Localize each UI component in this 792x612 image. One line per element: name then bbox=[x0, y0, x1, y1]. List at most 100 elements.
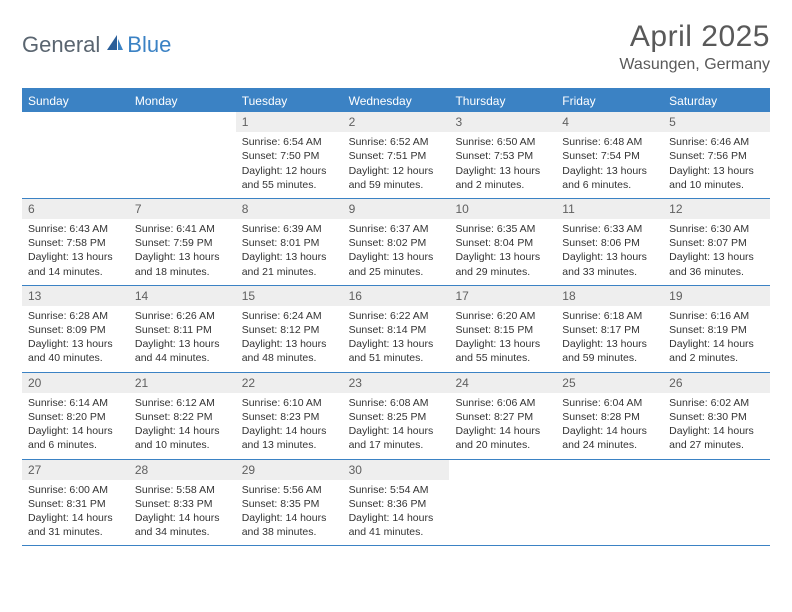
day-number: 9 bbox=[343, 199, 450, 219]
calendar-week-row: 20Sunrise: 6:14 AMSunset: 8:20 PMDayligh… bbox=[22, 373, 770, 460]
sunset-text: Sunset: 8:23 PM bbox=[242, 410, 337, 424]
calendar-day-cell: 22Sunrise: 6:10 AMSunset: 8:23 PMDayligh… bbox=[236, 373, 343, 459]
sunset-text: Sunset: 8:30 PM bbox=[669, 410, 764, 424]
day-body: Sunrise: 6:26 AMSunset: 8:11 PMDaylight:… bbox=[129, 306, 236, 372]
daylight-text: Daylight: 14 hours and 17 minutes. bbox=[349, 424, 444, 452]
calendar-day-cell: 28Sunrise: 5:58 AMSunset: 8:33 PMDayligh… bbox=[129, 460, 236, 546]
day-number: 18 bbox=[556, 286, 663, 306]
day-number: 26 bbox=[663, 373, 770, 393]
daylight-text: Daylight: 13 hours and 10 minutes. bbox=[669, 164, 764, 192]
day-body: Sunrise: 6:02 AMSunset: 8:30 PMDaylight:… bbox=[663, 393, 770, 459]
weekday-header: Sunday bbox=[22, 90, 129, 112]
sunset-text: Sunset: 7:50 PM bbox=[242, 149, 337, 163]
sunrise-text: Sunrise: 6:35 AM bbox=[455, 222, 550, 236]
day-number: 27 bbox=[22, 460, 129, 480]
day-number: 22 bbox=[236, 373, 343, 393]
calendar-day-cell: 23Sunrise: 6:08 AMSunset: 8:25 PMDayligh… bbox=[343, 373, 450, 459]
sunrise-text: Sunrise: 6:52 AM bbox=[349, 135, 444, 149]
weekday-header: Thursday bbox=[449, 90, 556, 112]
sunrise-text: Sunrise: 6:50 AM bbox=[455, 135, 550, 149]
calendar-day-cell: 13Sunrise: 6:28 AMSunset: 8:09 PMDayligh… bbox=[22, 286, 129, 372]
sunset-text: Sunset: 7:51 PM bbox=[349, 149, 444, 163]
calendar-table: SundayMondayTuesdayWednesdayThursdayFrid… bbox=[22, 88, 770, 546]
daylight-text: Daylight: 13 hours and 29 minutes. bbox=[455, 250, 550, 278]
sunrise-text: Sunrise: 6:54 AM bbox=[242, 135, 337, 149]
daylight-text: Daylight: 13 hours and 25 minutes. bbox=[349, 250, 444, 278]
sunrise-text: Sunrise: 6:02 AM bbox=[669, 396, 764, 410]
calendar-day-cell: 5Sunrise: 6:46 AMSunset: 7:56 PMDaylight… bbox=[663, 112, 770, 198]
day-body: Sunrise: 5:58 AMSunset: 8:33 PMDaylight:… bbox=[129, 480, 236, 546]
day-number: 6 bbox=[22, 199, 129, 219]
day-body: Sunrise: 6:18 AMSunset: 8:17 PMDaylight:… bbox=[556, 306, 663, 372]
day-body: Sunrise: 5:54 AMSunset: 8:36 PMDaylight:… bbox=[343, 480, 450, 546]
day-number: 24 bbox=[449, 373, 556, 393]
daylight-text: Daylight: 13 hours and 55 minutes. bbox=[455, 337, 550, 365]
daylight-text: Daylight: 13 hours and 44 minutes. bbox=[135, 337, 230, 365]
calendar-day-cell: 2Sunrise: 6:52 AMSunset: 7:51 PMDaylight… bbox=[343, 112, 450, 198]
calendar-day-cell: 10Sunrise: 6:35 AMSunset: 8:04 PMDayligh… bbox=[449, 199, 556, 285]
calendar-day-cell bbox=[22, 112, 129, 198]
day-number: 23 bbox=[343, 373, 450, 393]
sunset-text: Sunset: 8:12 PM bbox=[242, 323, 337, 337]
calendar-day-cell: 17Sunrise: 6:20 AMSunset: 8:15 PMDayligh… bbox=[449, 286, 556, 372]
day-number: 5 bbox=[663, 112, 770, 132]
calendar-day-cell: 1Sunrise: 6:54 AMSunset: 7:50 PMDaylight… bbox=[236, 112, 343, 198]
daylight-text: Daylight: 13 hours and 33 minutes. bbox=[562, 250, 657, 278]
brand-logo: General Blue bbox=[22, 20, 171, 58]
sunset-text: Sunset: 8:06 PM bbox=[562, 236, 657, 250]
daylight-text: Daylight: 14 hours and 38 minutes. bbox=[242, 511, 337, 539]
daylight-text: Daylight: 13 hours and 59 minutes. bbox=[562, 337, 657, 365]
sunset-text: Sunset: 7:53 PM bbox=[455, 149, 550, 163]
day-number: 16 bbox=[343, 286, 450, 306]
sunset-text: Sunset: 8:09 PM bbox=[28, 323, 123, 337]
day-body: Sunrise: 5:56 AMSunset: 8:35 PMDaylight:… bbox=[236, 480, 343, 546]
sunrise-text: Sunrise: 5:56 AM bbox=[242, 483, 337, 497]
calendar-day-cell: 26Sunrise: 6:02 AMSunset: 8:30 PMDayligh… bbox=[663, 373, 770, 459]
calendar-day-cell: 20Sunrise: 6:14 AMSunset: 8:20 PMDayligh… bbox=[22, 373, 129, 459]
daylight-text: Daylight: 14 hours and 24 minutes. bbox=[562, 424, 657, 452]
calendar-day-cell: 11Sunrise: 6:33 AMSunset: 8:06 PMDayligh… bbox=[556, 199, 663, 285]
page-header: General Blue April 2025 Wasungen, German… bbox=[22, 20, 770, 74]
day-number: 8 bbox=[236, 199, 343, 219]
day-number: 10 bbox=[449, 199, 556, 219]
sunset-text: Sunset: 8:31 PM bbox=[28, 497, 123, 511]
sail-icon bbox=[104, 33, 124, 58]
sunrise-text: Sunrise: 6:48 AM bbox=[562, 135, 657, 149]
sunset-text: Sunset: 8:01 PM bbox=[242, 236, 337, 250]
day-number: 20 bbox=[22, 373, 129, 393]
weekday-header-row: SundayMondayTuesdayWednesdayThursdayFrid… bbox=[22, 90, 770, 112]
daylight-text: Daylight: 14 hours and 2 minutes. bbox=[669, 337, 764, 365]
day-body: Sunrise: 6:28 AMSunset: 8:09 PMDaylight:… bbox=[22, 306, 129, 372]
daylight-text: Daylight: 13 hours and 18 minutes. bbox=[135, 250, 230, 278]
weekday-header: Friday bbox=[556, 90, 663, 112]
day-body: Sunrise: 6:54 AMSunset: 7:50 PMDaylight:… bbox=[236, 132, 343, 198]
sunset-text: Sunset: 8:02 PM bbox=[349, 236, 444, 250]
day-body: Sunrise: 6:48 AMSunset: 7:54 PMDaylight:… bbox=[556, 132, 663, 198]
sunset-text: Sunset: 8:17 PM bbox=[562, 323, 657, 337]
daylight-text: Daylight: 14 hours and 10 minutes. bbox=[135, 424, 230, 452]
day-body: Sunrise: 6:06 AMSunset: 8:27 PMDaylight:… bbox=[449, 393, 556, 459]
sunrise-text: Sunrise: 6:26 AM bbox=[135, 309, 230, 323]
day-body: Sunrise: 6:24 AMSunset: 8:12 PMDaylight:… bbox=[236, 306, 343, 372]
day-number: 15 bbox=[236, 286, 343, 306]
sunrise-text: Sunrise: 6:39 AM bbox=[242, 222, 337, 236]
day-body: Sunrise: 6:52 AMSunset: 7:51 PMDaylight:… bbox=[343, 132, 450, 198]
sunset-text: Sunset: 7:59 PM bbox=[135, 236, 230, 250]
daylight-text: Daylight: 13 hours and 14 minutes. bbox=[28, 250, 123, 278]
daylight-text: Daylight: 13 hours and 2 minutes. bbox=[455, 164, 550, 192]
sunrise-text: Sunrise: 6:12 AM bbox=[135, 396, 230, 410]
daylight-text: Daylight: 14 hours and 31 minutes. bbox=[28, 511, 123, 539]
daylight-text: Daylight: 14 hours and 13 minutes. bbox=[242, 424, 337, 452]
day-body: Sunrise: 6:35 AMSunset: 8:04 PMDaylight:… bbox=[449, 219, 556, 285]
weekday-header: Tuesday bbox=[236, 90, 343, 112]
daylight-text: Daylight: 13 hours and 36 minutes. bbox=[669, 250, 764, 278]
day-number: 28 bbox=[129, 460, 236, 480]
title-block: April 2025 Wasungen, Germany bbox=[619, 20, 770, 74]
day-number: 29 bbox=[236, 460, 343, 480]
calendar-day-cell: 25Sunrise: 6:04 AMSunset: 8:28 PMDayligh… bbox=[556, 373, 663, 459]
sunrise-text: Sunrise: 6:33 AM bbox=[562, 222, 657, 236]
sunrise-text: Sunrise: 5:58 AM bbox=[135, 483, 230, 497]
daylight-text: Daylight: 14 hours and 6 minutes. bbox=[28, 424, 123, 452]
sunset-text: Sunset: 8:20 PM bbox=[28, 410, 123, 424]
calendar-day-cell: 27Sunrise: 6:00 AMSunset: 8:31 PMDayligh… bbox=[22, 460, 129, 546]
